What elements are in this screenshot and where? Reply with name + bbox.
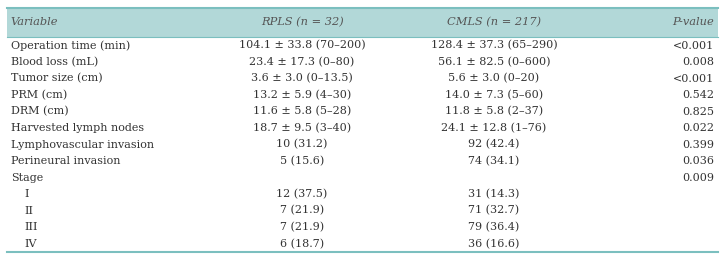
Text: 0.036: 0.036 [682,156,714,166]
Text: 3.6 ± 3.0 (0–13.5): 3.6 ± 3.0 (0–13.5) [252,74,353,84]
Text: 56.1 ± 82.5 (0–600): 56.1 ± 82.5 (0–600) [438,57,550,67]
Text: 104.1 ± 33.8 (70–200): 104.1 ± 33.8 (70–200) [239,40,365,51]
Text: 0.022: 0.022 [682,123,714,133]
Text: I: I [24,189,28,199]
Text: Operation time (min): Operation time (min) [11,40,130,51]
Text: 0.399: 0.399 [682,140,714,150]
Text: Perineural invasion: Perineural invasion [11,156,120,166]
Text: Variable: Variable [11,17,59,27]
Text: 6 (18.7): 6 (18.7) [280,238,324,249]
Text: Tumor size (cm): Tumor size (cm) [11,74,102,84]
Text: Stage: Stage [11,173,43,182]
Text: 74 (34.1): 74 (34.1) [468,156,520,166]
Text: Blood loss (mL): Blood loss (mL) [11,57,98,67]
Text: 11.6 ± 5.8 (5–28): 11.6 ± 5.8 (5–28) [253,106,351,117]
Text: 7 (21.9): 7 (21.9) [280,222,324,232]
Text: 71 (32.7): 71 (32.7) [468,205,520,216]
Text: 0.542: 0.542 [682,90,714,100]
Text: 7 (21.9): 7 (21.9) [280,205,324,216]
Text: 36 (16.6): 36 (16.6) [468,238,520,249]
Text: 31 (14.3): 31 (14.3) [468,189,520,199]
Text: 13.2 ± 5.9 (4–30): 13.2 ± 5.9 (4–30) [253,90,351,100]
Text: 18.7 ± 9.5 (3–40): 18.7 ± 9.5 (3–40) [253,123,351,133]
Text: 0.009: 0.009 [682,173,714,182]
Text: RPLS (n = 32): RPLS (n = 32) [261,17,344,28]
Text: 5 (15.6): 5 (15.6) [280,156,324,166]
Text: 24.1 ± 12.8 (1–76): 24.1 ± 12.8 (1–76) [442,123,547,133]
Text: CMLS (n = 217): CMLS (n = 217) [447,17,541,28]
Text: IV: IV [24,238,36,249]
Text: P-value: P-value [672,17,714,27]
Text: 23.4 ± 17.3 (0–80): 23.4 ± 17.3 (0–80) [249,57,355,67]
Text: 5.6 ± 3.0 (0–20): 5.6 ± 3.0 (0–20) [448,74,539,84]
Text: II: II [24,206,33,216]
Text: DRM (cm): DRM (cm) [11,106,68,117]
Text: 14.0 ± 7.3 (5–60): 14.0 ± 7.3 (5–60) [445,90,543,100]
Text: 92 (42.4): 92 (42.4) [468,139,520,150]
Text: 11.8 ± 5.8 (2–37): 11.8 ± 5.8 (2–37) [445,106,543,117]
Text: Harvested lymph nodes: Harvested lymph nodes [11,123,144,133]
Text: 0.008: 0.008 [682,57,714,67]
Text: Lymphovascular invasion: Lymphovascular invasion [11,140,154,150]
Text: <0.001: <0.001 [673,74,714,84]
Text: 10 (31.2): 10 (31.2) [276,139,328,150]
Text: III: III [24,222,38,232]
FancyBboxPatch shape [7,8,718,37]
Text: 79 (36.4): 79 (36.4) [468,222,520,232]
Text: <0.001: <0.001 [673,41,714,51]
Text: 128.4 ± 37.3 (65–290): 128.4 ± 37.3 (65–290) [431,40,558,51]
Text: 12 (37.5): 12 (37.5) [276,189,328,199]
Text: 0.825: 0.825 [682,107,714,116]
Text: PRM (cm): PRM (cm) [11,90,67,100]
